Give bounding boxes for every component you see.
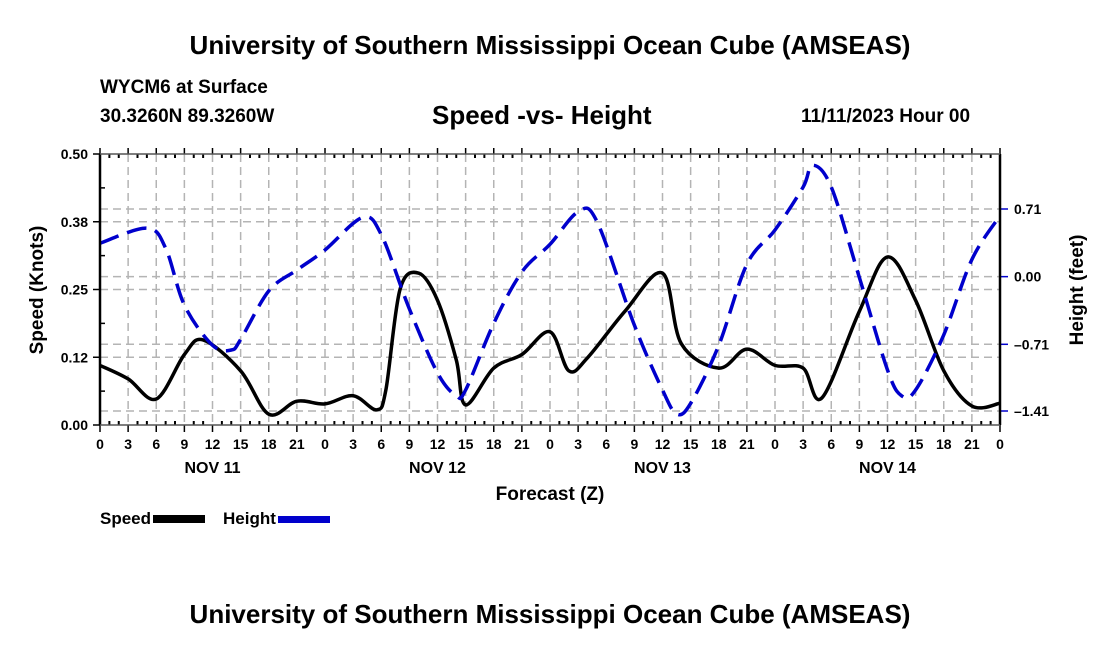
x-tick-label: 18 bbox=[261, 436, 277, 452]
x-tick-label: 21 bbox=[514, 436, 530, 452]
forecast-datetime: 11/11/2023 Hour 00 bbox=[801, 106, 971, 127]
x-tick-label: 15 bbox=[458, 436, 474, 452]
series-speed-line bbox=[99, 255, 1001, 417]
x-tick-label: 6 bbox=[377, 436, 385, 452]
x-tick-label: 3 bbox=[124, 436, 132, 452]
x-tick-label: 21 bbox=[739, 436, 755, 452]
axis-labels: 0 3 6 9 12 15 18 21 0 3 6 9 12 15 18 21 0 3 6 9 12 15 18 21 0 3 6 9… bbox=[61, 146, 1049, 477]
x-tick-label: 21 bbox=[289, 436, 305, 452]
y-tick-label: 0.12 bbox=[61, 349, 88, 365]
day-label: NOV 11 bbox=[184, 460, 240, 477]
x-tick-label: 9 bbox=[405, 436, 413, 452]
x-tick-label: 6 bbox=[602, 436, 610, 452]
y-tick-label: 0.38 bbox=[61, 214, 88, 230]
x-tick-label: 15 bbox=[683, 436, 699, 452]
x-tick-label: 9 bbox=[630, 436, 638, 452]
x-tick-label: 15 bbox=[908, 436, 924, 452]
main-title: University of Southern Mississippi Ocean… bbox=[189, 30, 911, 60]
y2-tick-label: 0.71 bbox=[1014, 201, 1041, 217]
legend-item-height: Height bbox=[223, 509, 330, 529]
y2-axis-title: Height (feet) bbox=[1067, 235, 1088, 346]
chart-subtitle: Speed -vs- Height bbox=[432, 100, 652, 130]
legend: Speed Height bbox=[100, 509, 348, 529]
legend-swatch-height bbox=[277, 515, 330, 523]
y-axis-title: Speed (Knots) bbox=[27, 226, 48, 355]
y-tick-label: 0.50 bbox=[61, 146, 88, 162]
day-label: NOV 13 bbox=[634, 460, 691, 477]
legend-label-height: Height bbox=[223, 509, 276, 528]
x-tick-label: 12 bbox=[655, 436, 671, 452]
x-tick-label: 18 bbox=[936, 436, 952, 452]
x-tick-label: 9 bbox=[180, 436, 188, 452]
x-tick-label: 12 bbox=[430, 436, 446, 452]
y2-tick-label: –0.71 bbox=[1014, 336, 1049, 352]
day-label: NOV 14 bbox=[859, 460, 916, 477]
x-tick-label: 3 bbox=[349, 436, 357, 452]
x-axis-title: Forecast (Z) bbox=[496, 484, 605, 505]
x-tick-label: 18 bbox=[486, 436, 502, 452]
x-tick-label: 9 bbox=[855, 436, 863, 452]
x-tick-label: 6 bbox=[827, 436, 835, 452]
y2-tick-label: –1.41 bbox=[1014, 403, 1049, 419]
x-tick-label: 15 bbox=[233, 436, 249, 452]
x-tick-label: 0 bbox=[321, 436, 329, 452]
y2-tick-label: 0.00 bbox=[1014, 269, 1041, 285]
x-tick-label: 6 bbox=[152, 436, 160, 452]
x-tick-label: 0 bbox=[96, 436, 104, 452]
footer-title: University of Southern Mississippi Ocean… bbox=[189, 599, 911, 629]
legend-item-speed: Speed bbox=[100, 509, 206, 529]
legend-label-speed: Speed bbox=[100, 509, 152, 528]
x-tick-label: 12 bbox=[205, 436, 221, 452]
x-tick-label: 3 bbox=[799, 436, 807, 452]
x-tick-label: 18 bbox=[711, 436, 727, 452]
x-tick-label: 3 bbox=[574, 436, 582, 452]
series-height-line bbox=[99, 163, 1002, 417]
coordinates-label: 30.3260N 89.3260W bbox=[100, 106, 275, 127]
x-tick-label: 0 bbox=[996, 436, 1004, 452]
x-tick-label: 12 bbox=[880, 436, 896, 452]
y-tick-label: 0.00 bbox=[61, 417, 88, 433]
series-layer bbox=[99, 163, 1002, 417]
grid bbox=[100, 154, 1000, 425]
legend-swatch-speed bbox=[153, 515, 206, 523]
station-label: WYCM6 at Surface bbox=[100, 77, 268, 98]
x-tick-label: 0 bbox=[546, 436, 554, 452]
x-tick-label: 21 bbox=[964, 436, 980, 452]
axes bbox=[93, 148, 1008, 432]
y-tick-label: 0.25 bbox=[61, 282, 88, 298]
x-tick-label: 0 bbox=[771, 436, 779, 452]
day-label: NOV 12 bbox=[409, 460, 466, 477]
